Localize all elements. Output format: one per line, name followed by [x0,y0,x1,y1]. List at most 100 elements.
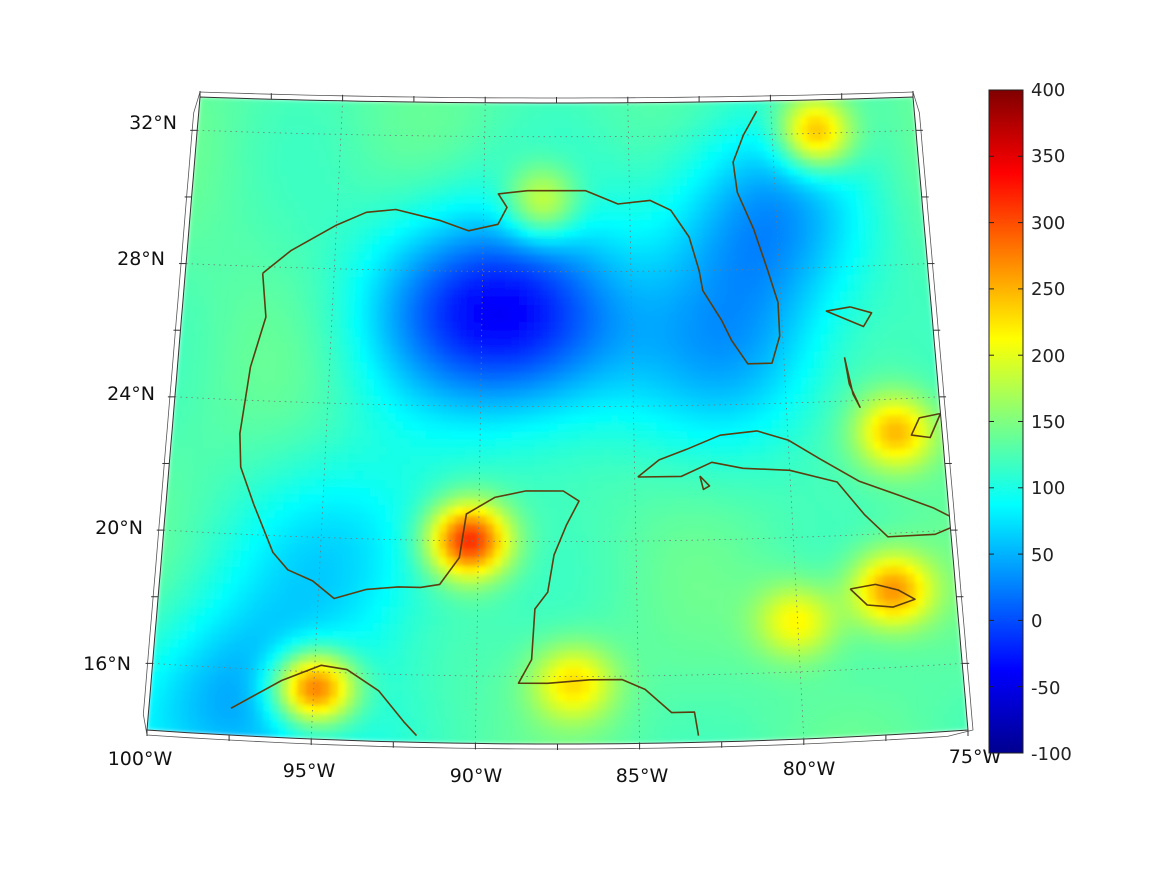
heatmap-cell [410,438,419,448]
heatmap-cell [374,176,383,187]
heatmap-cell [278,443,288,453]
heatmap-cell [890,373,900,383]
heatmap-cell [563,178,572,188]
heatmap-cell [741,445,751,456]
heatmap-cell [691,101,700,111]
heatmap-cell [601,355,611,365]
heatmap-cell [890,364,900,375]
heatmap-cell [209,431,219,442]
heatmap-cell [460,245,469,255]
heatmap-cell [887,323,896,333]
heatmap-cell [184,355,194,365]
heatmap-cell [519,296,528,306]
heatmap-cell [858,232,867,242]
heatmap-cell [396,387,406,397]
heatmap-cell [327,108,336,118]
heatmap-cell [614,161,623,171]
heatmap-cell [877,298,887,308]
heatmap-cell [756,437,766,447]
heatmap-cell [533,473,542,483]
heatmap-cell [386,454,396,465]
heatmap-cell [707,354,717,364]
heatmap-cell [355,445,365,455]
heatmap-cell [178,346,187,356]
heatmap-cell [474,287,483,298]
heatmap-cell [595,482,605,492]
heatmap-cell [207,255,217,266]
heatmap-cell [549,102,557,112]
heatmap-cell [602,422,612,433]
heatmap-cell [194,154,203,165]
heatmap-cell [673,228,683,238]
heatmap-cell [847,190,857,200]
heatmap-cell [563,313,573,323]
heatmap-cell [639,329,648,340]
heatmap-cell [601,338,611,348]
heatmap-cell [796,461,806,471]
heatmap-cell [606,170,616,180]
heatmap-cell [204,205,214,215]
heatmap-cell [263,199,273,209]
heatmap-cell [720,303,730,313]
heatmap-cell [382,168,391,178]
heatmap-cell [655,405,665,415]
heatmap-cell [496,321,505,331]
heatmap-cell [805,343,815,353]
heatmap-cell [785,125,795,135]
heatmap-cell [235,181,245,191]
heatmap-cell [886,122,895,132]
heatmap-cell [518,456,527,466]
heatmap-cell [466,321,475,331]
heatmap-cell [432,455,442,466]
heatmap-cell [319,108,329,118]
heatmap-cell [916,221,925,231]
heatmap-cell [764,125,773,135]
heatmap-cell [789,335,799,345]
heatmap-cell [771,125,780,135]
heatmap-cell [389,151,399,162]
heatmap-cell [613,102,622,112]
heatmap-cell [643,169,652,179]
heatmap-cell [837,149,847,159]
heatmap-cell [898,473,908,483]
heatmap-cell [435,363,444,373]
heatmap-cell [305,116,314,126]
heatmap-cell [712,286,722,296]
heatmap-cell [541,490,550,500]
heatmap-cell [827,98,836,109]
heatmap-cell [359,193,368,203]
heatmap-cell [644,237,653,247]
heatmap-cell [211,306,221,316]
heatmap-cell [727,101,736,111]
heatmap-cell [578,313,588,323]
heatmap-cell [563,187,572,197]
heatmap-cell [679,186,689,196]
heatmap-cell [717,404,726,414]
heatmap-cell [475,254,484,264]
heatmap-cell [216,448,226,459]
heatmap-cell [364,252,373,262]
heatmap-cell [309,158,319,168]
heatmap-cell [804,326,814,336]
heatmap-cell [715,160,724,170]
heatmap-cell [458,338,467,348]
heatmap-cell [818,317,828,327]
heatmap-cell [927,354,937,365]
heatmap-cell [751,310,760,321]
heatmap-cell [771,268,780,278]
heatmap-cell [777,100,786,110]
heatmap-cell [363,445,373,456]
heatmap-cell [267,375,277,385]
heatmap-cell [262,333,272,343]
heatmap-cell [274,375,284,386]
heatmap-cell [849,215,859,226]
heatmap-cell [461,203,470,213]
heatmap-cell [838,383,848,394]
heatmap-cell [807,511,817,521]
heatmap-cell [563,254,572,264]
heatmap-cell [891,281,901,291]
heatmap-cell [252,492,262,502]
heatmap-cell [752,512,762,523]
heatmap-cell [484,144,493,154]
heatmap-cell [353,159,362,169]
